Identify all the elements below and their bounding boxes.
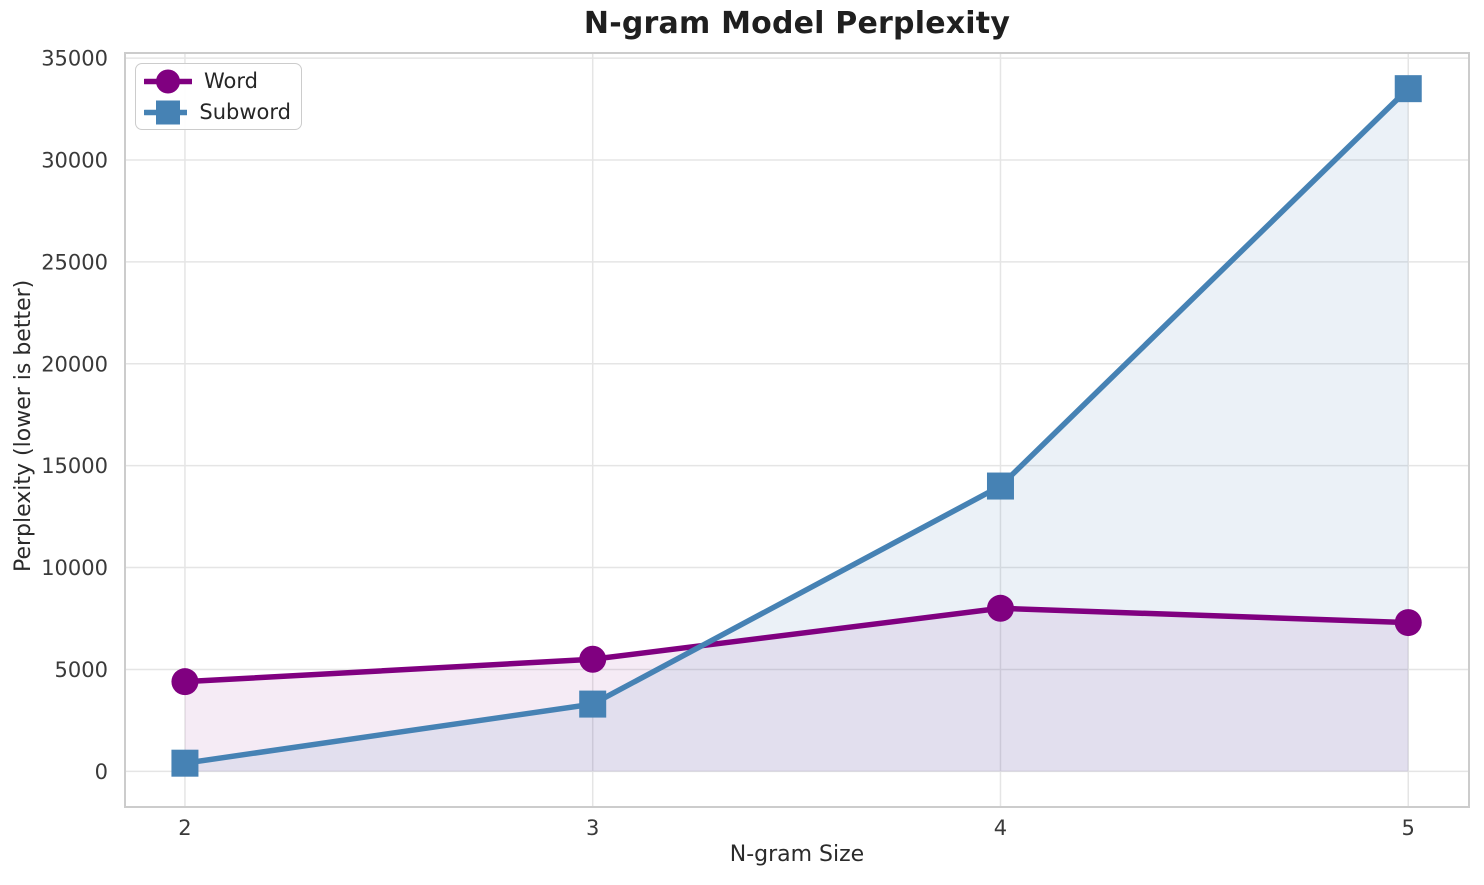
x-tick-label: 5 [1402, 816, 1415, 840]
legend-label-word: Word [204, 69, 258, 93]
word-marker [1394, 609, 1422, 637]
word-marker [986, 594, 1014, 622]
y-axis-label: Perplexity (lower is better) [11, 279, 36, 572]
subword-series-sample-icon [144, 100, 188, 124]
word-series-sample-icon [144, 69, 192, 93]
chart-title: N-gram Model Perplexity [583, 6, 1011, 41]
subword-marker [171, 749, 199, 777]
x-tick-label: 2 [178, 816, 191, 840]
word-marker [171, 668, 199, 696]
y-tick-label: 5000 [55, 658, 108, 682]
x-axis-label: N-gram Size [729, 842, 865, 867]
y-tick-label: 20000 [41, 352, 108, 376]
x-tick-label: 3 [586, 816, 599, 840]
word-fill-area [184, 608, 1409, 772]
y-tick-label: 30000 [41, 148, 108, 172]
axes-spines [124, 52, 1470, 808]
y-tick-label: 10000 [41, 556, 108, 580]
legend: Word Subword [135, 63, 302, 130]
subword-marker [579, 690, 607, 718]
subword-marker [986, 472, 1014, 500]
x-tick-label: 4 [994, 816, 1007, 840]
y-tick-label: 35000 [41, 47, 108, 71]
y-tick-label: 15000 [41, 454, 108, 478]
y-tick-label: 0 [95, 760, 108, 784]
y-tick-label: 25000 [41, 250, 108, 274]
legend-item-word: Word [144, 67, 291, 96]
word-line [182, 605, 1411, 685]
legend-item-subword: Subword [144, 98, 291, 127]
legend-label-subword: Subword [199, 100, 291, 124]
subword-line [182, 85, 1411, 766]
word-marker [579, 645, 607, 673]
subword-marker [1394, 75, 1422, 103]
subword-fill-area [184, 88, 1409, 772]
